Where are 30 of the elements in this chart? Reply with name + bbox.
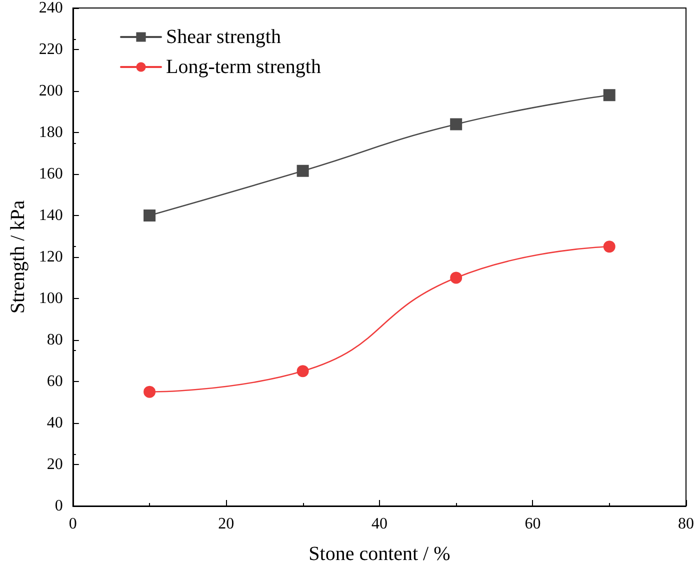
y-tick-label: 0 — [54, 498, 63, 514]
y-tick-label: 160 — [38, 166, 63, 182]
point — [296, 365, 309, 378]
y-tick-label: 80 — [46, 332, 63, 348]
y-tick-label: 220 — [38, 41, 63, 58]
y-tick-label: 180 — [38, 124, 63, 141]
y-tick-label: 100 — [38, 290, 63, 307]
y-tick-label: 60 — [46, 373, 63, 390]
y-tick-label: 20 — [46, 456, 63, 473]
point — [603, 89, 616, 102]
x-tick-label: 60 — [524, 516, 541, 532]
y-tick-label: 200 — [38, 82, 63, 100]
point — [450, 272, 462, 284]
y-axis-title: Strength / kPa — [7, 200, 29, 314]
x-tick-label: 0 — [68, 516, 77, 532]
point — [144, 210, 156, 222]
point — [603, 240, 616, 253]
x-tick-label: 20 — [218, 516, 234, 532]
y-tick-label: 240 — [38, 0, 63, 16]
point — [296, 164, 309, 177]
x-axis-title: Stone content / % — [308, 543, 450, 565]
x-tick-label: 40 — [371, 516, 388, 532]
legend-label: Long-term strength — [166, 56, 321, 78]
point — [144, 386, 156, 398]
x-tick-label: 80 — [678, 516, 694, 532]
legend-label: Shear strength — [166, 26, 281, 48]
y-tick-label: 120 — [38, 248, 63, 266]
y-tick-label: 40 — [46, 414, 63, 432]
y-tick-label: 140 — [38, 207, 63, 224]
point — [450, 118, 462, 130]
